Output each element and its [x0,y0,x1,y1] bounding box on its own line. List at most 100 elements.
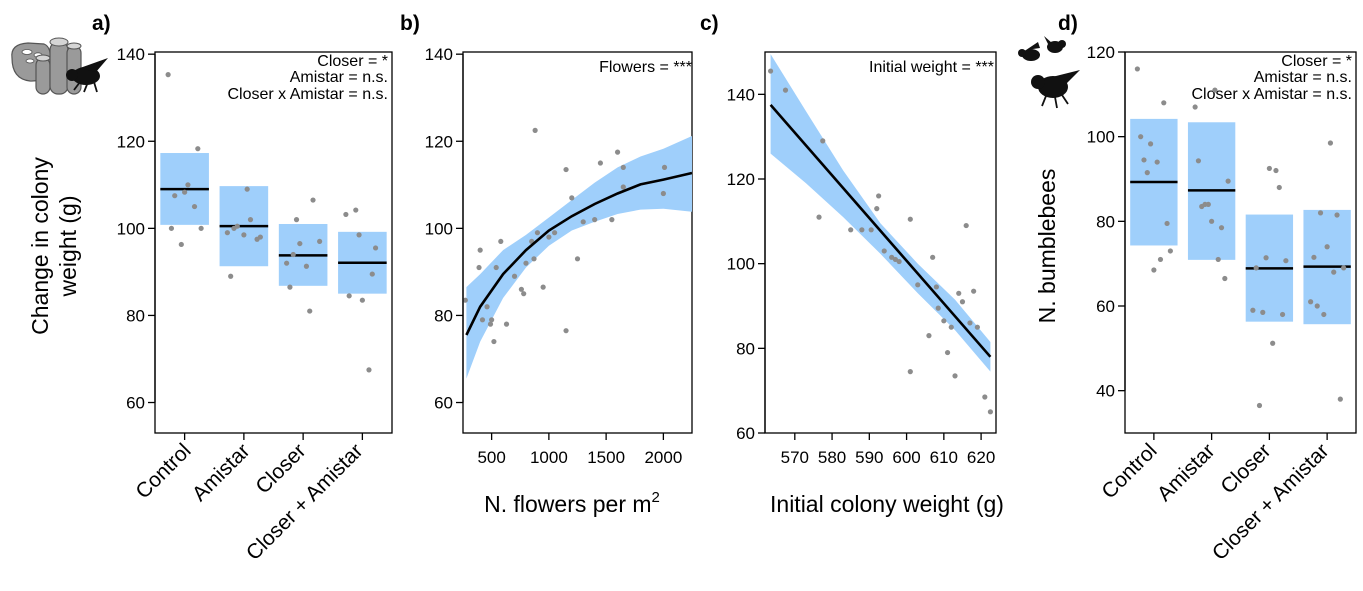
data-point [552,230,558,236]
data-point [1161,100,1167,106]
data-point [1164,220,1170,227]
category-label: Amistar [1153,439,1220,506]
x-tick-label: 600 [892,448,920,467]
annotation: Flowers = *** [599,59,692,76]
category-label: Control [1097,439,1161,503]
data-point [290,251,296,258]
y-tick-label: 140 [425,45,453,64]
data-point [859,227,865,233]
data-point [941,318,947,324]
data-point [356,232,362,238]
category-label: Control [131,439,195,503]
y-tick-label: 120 [727,170,755,189]
data-point [1209,218,1215,224]
data-point [1222,275,1228,282]
data-point [182,189,188,195]
data-point [1192,104,1198,110]
data-point [1256,402,1263,409]
data-point [971,288,977,294]
data-point [297,240,303,247]
bumblebee-colony-icon [11,37,108,95]
data-point [661,164,668,170]
data-point [1144,170,1150,176]
data-point [1321,311,1327,318]
x-axis-title: N. flowers per m2 [484,489,660,517]
data-point [247,217,254,223]
data-point [569,195,575,201]
panel-c-plot: 60 80 100 120 140 570 580 590 600 610 620 [727,51,997,467]
data-point [1314,303,1320,309]
data-point [574,256,581,262]
data-point [1147,141,1154,147]
data-point [848,227,854,233]
data-point [1334,212,1340,218]
data-point [491,338,497,345]
data-point [244,186,250,192]
data-point [1266,165,1272,172]
data-point [317,238,323,245]
data-point [366,367,372,373]
data-point [1225,178,1231,184]
data-point [462,297,468,303]
data-point [974,324,980,330]
data-point [580,219,586,225]
data-point [620,164,626,170]
y-tick-label: 80 [126,306,145,325]
annotation: Initial weight = *** [869,59,994,76]
x-tick-label: 1500 [587,448,625,467]
data-point [489,317,495,323]
data-point [241,232,247,238]
x-tick-label: 2000 [644,448,682,467]
data-point [178,241,184,248]
data-point [1337,396,1343,402]
data-point [1141,157,1147,163]
data-point [952,373,958,379]
data-point [767,68,774,74]
data-point [1327,140,1334,146]
data-point [926,333,932,339]
data-point [1331,269,1337,275]
data-point [540,284,546,290]
panel-d-plot: 40 60 80 100 120 [1087,43,1357,440]
panel-label-c: c) [700,12,719,35]
fit-line [465,171,693,336]
x-axis-title-text: N. flowers per m [484,491,651,517]
data-point [168,225,175,231]
y-tick-label: 120 [117,132,145,151]
data-point [1215,256,1221,263]
y-tick-label: 60 [1096,297,1115,316]
data-point [1263,255,1269,261]
data-point [484,304,490,310]
data-point [987,409,994,415]
x-tick-label: 590 [855,448,883,467]
y-tick-label: 60 [736,424,755,443]
data-point [224,230,230,236]
y-tick-label: 60 [126,394,145,413]
data-point [498,238,504,245]
annotation: Closer x Amistar = n.s. [1192,86,1353,103]
y-tick-label: 80 [736,339,755,358]
data-point [1273,167,1279,174]
data-point [310,197,316,203]
x-tick-label: 610 [930,448,958,467]
data-point [372,245,379,251]
data-point [1212,87,1218,93]
data-point [477,247,483,253]
y-tick-label: 40 [1096,382,1115,401]
category-label: Amistar [188,439,255,506]
ci-band [770,54,991,372]
data-point [948,324,954,330]
data-point [930,254,936,260]
annotation: Amistar = n.s. [1254,69,1352,86]
y-tick-label: 80 [434,306,453,325]
data-point [172,193,178,199]
data-point [1134,66,1140,72]
data-point [963,222,969,229]
data-point [563,166,569,173]
data-point [531,256,537,262]
panel-a-category-labels: Control Amistar Closer Closer + Amistar [131,439,367,565]
data-point [1276,184,1282,191]
data-point [523,260,529,266]
data-point [896,258,902,265]
data-point [1311,254,1317,260]
